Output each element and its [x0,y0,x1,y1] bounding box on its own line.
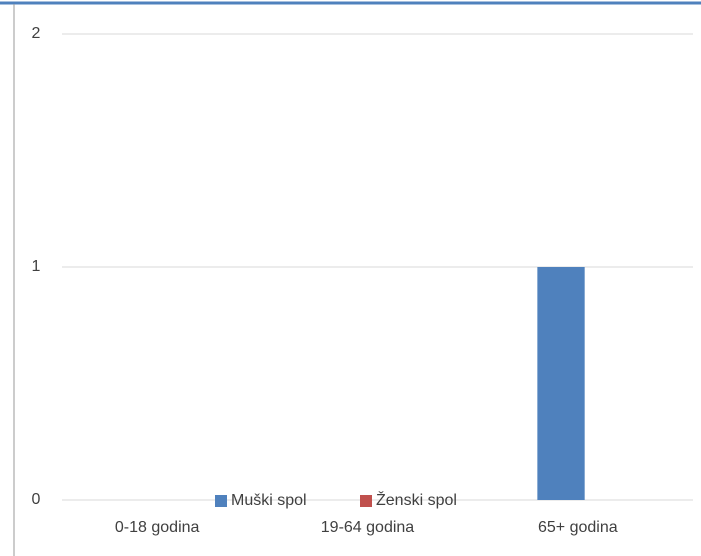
x-tick-label: 65+ godina [538,519,618,536]
legend-label: Muški spol [231,492,307,509]
y-tick-label: 0 [32,491,41,508]
x-tick-label: 19-64 godina [321,519,415,536]
legend-label: Ženski spol [376,490,457,509]
y-tick-label: 2 [32,25,41,42]
y-tick-label: 1 [32,258,41,275]
bar [537,267,585,500]
x-tick-label: 0-18 godina [115,519,200,536]
legend-swatch [360,495,372,507]
legend-swatch [215,495,227,507]
